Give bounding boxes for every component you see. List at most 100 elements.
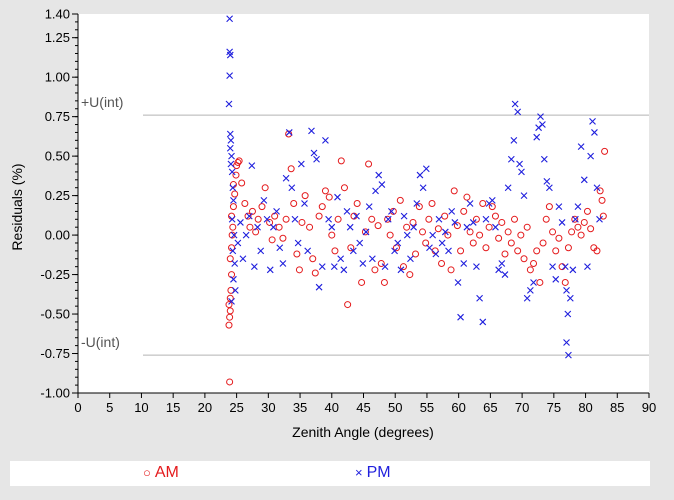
- data-point-am: [571, 215, 579, 223]
- data-point-pm: [516, 160, 523, 168]
- data-point-pm: [438, 239, 446, 247]
- data-point-pm: [310, 149, 318, 157]
- legend-item-am[interactable]: ○ AM: [143, 464, 179, 482]
- data-point-pm: [563, 286, 570, 294]
- data-point-am: [268, 236, 276, 244]
- data-point-pm: [228, 215, 236, 223]
- data-point-am: [520, 255, 528, 263]
- data-point-am: [225, 321, 233, 329]
- data-point-pm: [574, 203, 582, 211]
- data-point-am: [337, 157, 345, 165]
- data-point-am: [309, 255, 317, 263]
- data-point-am: [593, 247, 601, 255]
- data-point-am: [469, 239, 477, 247]
- data-point-am: [340, 184, 348, 192]
- data-point-pm: [552, 275, 560, 283]
- data-point-pm: [580, 176, 588, 184]
- data-point-pm: [466, 200, 474, 207]
- y-ticks: 1.40 1.25 1.00 0.75 0.50 0.25 0.00 -0.25 -0.50 -0…: [40, 7, 78, 401]
- data-point-am: [564, 244, 572, 252]
- data-point-pm: [301, 200, 308, 207]
- data-point-am: [530, 260, 538, 268]
- data-point-am: [514, 247, 522, 255]
- data-point-pm: [422, 165, 430, 173]
- data-point-am: [228, 231, 236, 239]
- data-point-pm: [239, 255, 247, 263]
- data-point-am: [261, 184, 269, 192]
- data-point-pm: [523, 294, 531, 302]
- data-point-pm: [230, 275, 237, 283]
- data-point-pm: [511, 100, 519, 108]
- data-point-pm: [566, 294, 574, 302]
- data-point-am: [248, 207, 256, 215]
- circle-marker-icon: ○: [143, 465, 151, 480]
- data-point-am: [453, 222, 461, 230]
- data-point-pm: [368, 255, 376, 263]
- data-point-pm: [328, 223, 336, 231]
- data-point-pm: [591, 129, 598, 136]
- data-point-pm: [593, 184, 601, 192]
- data-point-pm: [226, 72, 234, 79]
- x-tick-label: 45: [356, 400, 370, 415]
- data-point-pm: [297, 160, 305, 168]
- data-point-am: [229, 203, 237, 211]
- y-tick-label: -1.00: [40, 386, 70, 401]
- data-point-pm: [266, 266, 274, 274]
- data-point-pm: [572, 215, 579, 223]
- data-point-am: [334, 215, 342, 223]
- x-tick-label: 85: [610, 400, 624, 415]
- data-point-pm: [492, 223, 499, 231]
- data-point-pm: [448, 208, 456, 215]
- data-point-am: [587, 225, 595, 233]
- data-point-pm: [229, 247, 237, 255]
- data-point-pm: [498, 260, 506, 267]
- data-point-am: [311, 269, 319, 277]
- data-point-am: [601, 147, 609, 155]
- data-point-pm: [343, 208, 351, 215]
- data-point-am: [241, 200, 249, 207]
- x-tick-label: 25: [229, 400, 243, 415]
- data-point-am: [315, 212, 323, 220]
- data-point-am: [507, 239, 515, 247]
- data-point-am: [491, 212, 499, 220]
- data-point-pm: [226, 15, 234, 23]
- data-point-am: [596, 187, 604, 195]
- data-point-pm: [285, 129, 293, 136]
- x-tick-label: 75: [547, 400, 561, 415]
- data-point-pm: [537, 113, 544, 121]
- data-point-am: [552, 247, 560, 255]
- data-point-pm: [587, 152, 595, 160]
- data-point-pm: [565, 351, 572, 359]
- data-point-am: [428, 200, 436, 207]
- data-point-am: [599, 212, 607, 220]
- data-point-am: [386, 231, 394, 239]
- data-point-am: [450, 187, 458, 195]
- y-tick-label: 0.00: [45, 228, 70, 243]
- plot-background: [78, 14, 649, 393]
- data-point-am: [384, 215, 392, 223]
- data-point-am: [353, 200, 361, 207]
- data-point-pm: [451, 219, 459, 226]
- data-point-am: [472, 215, 480, 223]
- data-point-am: [226, 307, 234, 315]
- data-point-am: [457, 247, 465, 255]
- data-point-pm: [346, 223, 354, 231]
- data-point-pm: [507, 155, 515, 163]
- data-point-pm: [394, 239, 402, 247]
- data-point-pm: [322, 136, 329, 144]
- data-point-pm: [533, 133, 541, 141]
- data-point-pm: [530, 279, 537, 286]
- data-point-pm: [563, 339, 570, 346]
- data-point-pm: [555, 203, 563, 211]
- data-point-am: [282, 215, 290, 223]
- data-point-pm: [365, 203, 373, 211]
- data-point-am: [389, 207, 397, 215]
- legend-item-pm[interactable]: × PM: [355, 464, 391, 482]
- x-tick-label: 10: [134, 400, 148, 415]
- data-point-am: [526, 266, 534, 274]
- x-tick-label: 55: [420, 400, 434, 415]
- data-point-pm: [526, 286, 534, 294]
- reference-line-label: +U(int): [81, 94, 123, 110]
- data-point-pm: [520, 192, 528, 199]
- y-tick-label: 0.75: [45, 109, 70, 124]
